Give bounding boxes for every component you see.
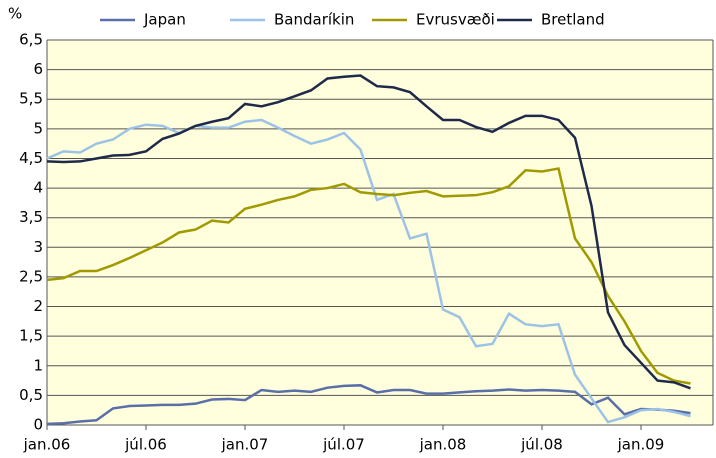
y-tick-label: 2: [33, 297, 43, 315]
y-tick-label: 3,5: [19, 208, 43, 226]
y-tick-label: 4: [33, 179, 43, 197]
x-tick-label: júl.07: [322, 436, 365, 454]
legend-label: Bretland: [541, 11, 605, 29]
y-tick-label: 0,5: [19, 386, 43, 404]
y-tick-label: 1: [33, 356, 43, 374]
series-line: [46, 384, 691, 426]
x-tick-label: jan.07: [221, 436, 269, 454]
y-tick-label: 5: [33, 119, 43, 137]
y-tick-label: 6: [33, 60, 43, 78]
legend-label: Evrusvæði: [416, 11, 495, 29]
x-tick-label: jan.09: [617, 436, 665, 454]
y-tick-label: 6,5: [19, 31, 43, 49]
y-axis-label: %: [8, 5, 22, 23]
y-tick-label: 1,5: [19, 327, 43, 345]
y-tick-label: 3: [33, 238, 43, 256]
y-tick-label: 5,5: [19, 90, 43, 108]
y-tick-label: 2,5: [19, 267, 43, 285]
legend-label: Japan: [143, 11, 186, 29]
x-tick-label: júl.08: [520, 436, 563, 454]
x-tick-label: júl.06: [124, 436, 167, 454]
series-line: [46, 118, 691, 424]
x-tick-label: jan.06: [23, 436, 71, 454]
x-tick-label: jan.08: [419, 436, 467, 454]
series-line: [46, 74, 691, 390]
y-tick-label: 4,5: [19, 149, 43, 167]
plot-area: [47, 40, 713, 425]
series-line: [46, 167, 691, 385]
y-tick-label: 0: [33, 416, 43, 434]
legend-label: Bandaríkin: [274, 11, 354, 29]
